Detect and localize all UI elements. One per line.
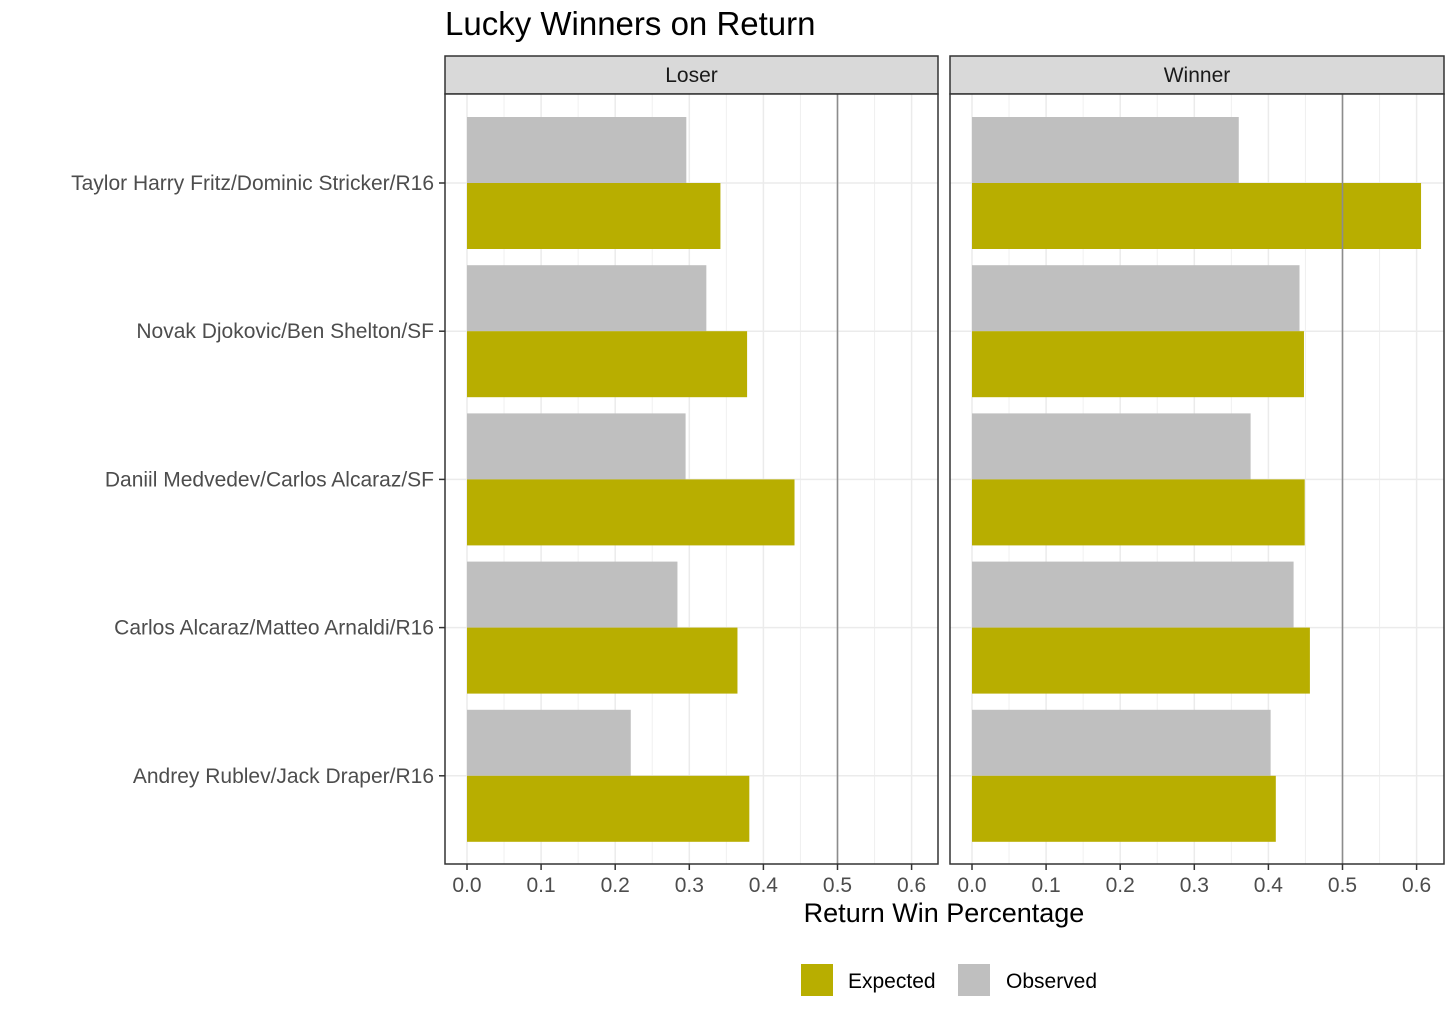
y-tick-label: Andrey Rublev/Jack Draper/R16 <box>133 765 434 788</box>
y-tick-label: Novak Djokovic/Ben Shelton/SF <box>136 320 434 343</box>
legend-label-expected: Expected <box>848 970 936 993</box>
legend-key-expected <box>801 964 833 996</box>
x-tick-label: 0.1 <box>526 874 555 897</box>
x-tick-label: 0.1 <box>1031 874 1060 897</box>
legend-key-observed <box>958 964 990 996</box>
bar-observed <box>467 709 631 776</box>
facet-strip-label: Winner <box>1164 64 1231 87</box>
bar-expected <box>467 775 750 842</box>
bar-expected <box>972 775 1276 842</box>
x-axis-title: Return Win Percentage <box>804 898 1085 928</box>
x-tick-label: 0.0 <box>957 874 986 897</box>
bar-observed <box>972 561 1294 628</box>
bar-expected <box>467 479 795 546</box>
bar-expected <box>972 479 1305 546</box>
bar-observed <box>467 561 678 628</box>
facet-panel-winner: Winner 0.0 0.1 0.2 0.3 0.4 0.5 0.6 <box>949 55 1445 897</box>
bar-observed <box>972 413 1251 480</box>
chart-title: Lucky Winners on Return <box>445 5 816 42</box>
bar-observed <box>467 265 707 332</box>
x-tick-label: 0.0 <box>452 874 481 897</box>
panel-border <box>949 93 1445 865</box>
bar-expected <box>467 183 721 249</box>
bar-observed <box>467 117 687 183</box>
bar-observed <box>972 709 1271 776</box>
facet-panel-loser: Loser 0.0 0.1 0.2 0.3 0.4 0.5 0.6 <box>444 55 939 897</box>
x-tick-label: 0.4 <box>1254 874 1284 897</box>
bar-expected <box>972 331 1304 398</box>
bar-expected <box>972 183 1422 249</box>
legend-label-observed: Observed <box>1006 970 1097 993</box>
legend: Expected Observed <box>801 964 1097 996</box>
bar-expected <box>467 627 738 694</box>
bar-observed <box>467 413 686 480</box>
x-tick-label: 0.4 <box>749 874 779 897</box>
bar-observed <box>972 265 1300 332</box>
y-axis: Taylor Harry Fritz/Dominic Stricker/R16 N… <box>71 172 445 788</box>
y-tick-label: Taylor Harry Fritz/Dominic Stricker/R16 <box>71 172 434 195</box>
x-tick-label: 0.3 <box>675 874 704 897</box>
x-tick-label: 0.3 <box>1180 874 1209 897</box>
y-tick-label: Daniil Medvedev/Carlos Alcaraz/SF <box>105 468 434 491</box>
x-tick-label: 0.6 <box>897 874 926 897</box>
facet-strip <box>444 55 939 95</box>
bar-expected <box>972 627 1310 694</box>
y-tick-label: Carlos Alcaraz/Matteo Arnaldi/R16 <box>114 617 434 640</box>
bar-expected <box>467 331 748 398</box>
x-tick-label: 0.2 <box>601 874 630 897</box>
x-tick-label: 0.5 <box>1328 874 1357 897</box>
x-tick-label: 0.6 <box>1402 874 1431 897</box>
x-tick-label: 0.2 <box>1106 874 1135 897</box>
bar-observed <box>972 117 1239 183</box>
facet-strip-label: Loser <box>665 64 718 87</box>
x-tick-label: 0.5 <box>823 874 852 897</box>
